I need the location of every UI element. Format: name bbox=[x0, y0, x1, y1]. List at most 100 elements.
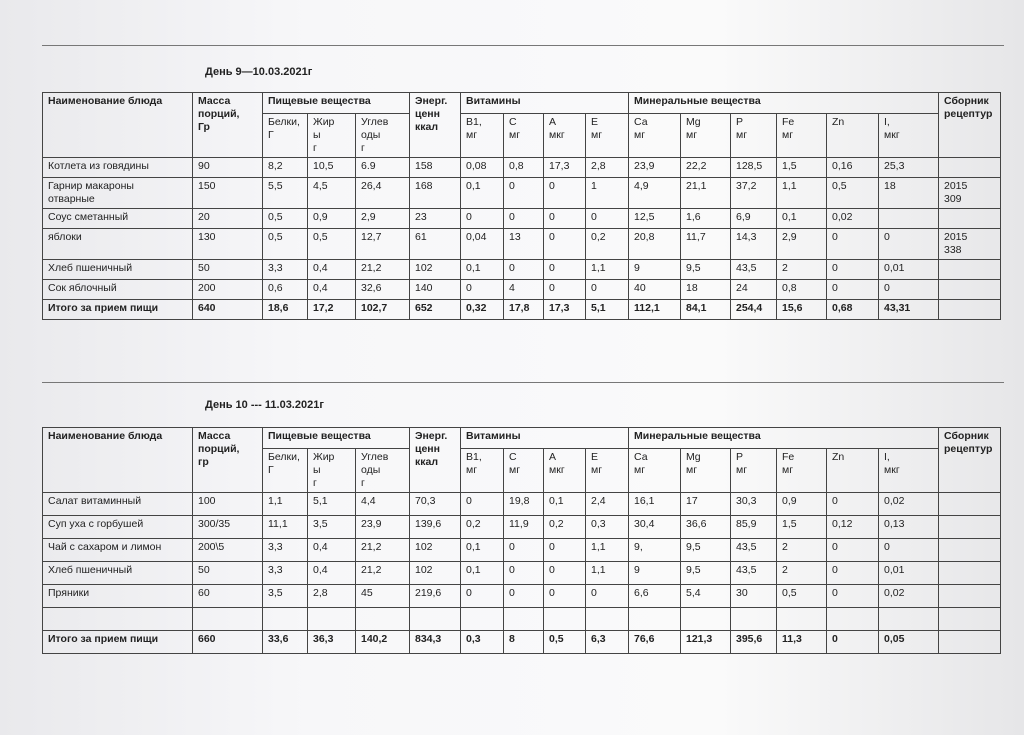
table-cell: Итого за прием пищи bbox=[42, 299, 193, 320]
table-cell: 1,1 bbox=[585, 561, 629, 585]
table-cell: 102,7 bbox=[355, 299, 410, 320]
table-cell: 17 bbox=[680, 492, 731, 516]
table-cell: 121,3 bbox=[680, 630, 731, 654]
subheader-cell: Mg мг bbox=[680, 113, 731, 158]
table-cell: 90 bbox=[192, 157, 263, 178]
section-title: День 9—10.03.2021г bbox=[205, 66, 313, 78]
table-cell: 0,9 bbox=[307, 208, 356, 229]
table-cell: 76,6 bbox=[628, 630, 681, 654]
table-cell: 102 bbox=[409, 561, 461, 585]
table-cell: 0,2 bbox=[585, 228, 629, 260]
table-cell: 0,4 bbox=[307, 259, 356, 280]
table-row: Суп уха с горбушей 300/35 11,1 3,5 23,9 139,6… bbox=[42, 515, 1001, 539]
table-cell: 0,4 bbox=[307, 279, 356, 300]
table-cell: 0 bbox=[503, 177, 544, 209]
table-cell: 1,5 bbox=[776, 157, 827, 178]
table-cell: 0,1 bbox=[460, 259, 504, 280]
table-cell: Гарнир макароны отварные bbox=[42, 177, 193, 209]
table-cell: 6,6 bbox=[628, 584, 681, 608]
table-cell: 26,4 bbox=[355, 177, 410, 209]
table-cell: 200\5 bbox=[192, 538, 263, 562]
table-cell: 652 bbox=[409, 299, 461, 320]
table-cell: 1,1 bbox=[585, 538, 629, 562]
subheader-cell: Са мг bbox=[628, 448, 681, 493]
table-cell: 0,3 bbox=[585, 515, 629, 539]
table-row: Итого за прием пищи 660 33,6 36,3 140,2 834,3… bbox=[42, 630, 1001, 654]
table-cell: 3,3 bbox=[262, 259, 308, 280]
table-cell: 128,5 bbox=[730, 157, 777, 178]
table-cell: 0,1 bbox=[460, 538, 504, 562]
table-cell bbox=[680, 607, 731, 631]
table-cell: 36,3 bbox=[307, 630, 356, 654]
header-group: Минеральные вещества bbox=[628, 427, 939, 449]
table-cell: 3,3 bbox=[262, 538, 308, 562]
table-cell: 0,1 bbox=[543, 492, 586, 516]
table-cell: 0 bbox=[878, 279, 939, 300]
table-cell bbox=[938, 538, 1001, 562]
table-cell: 2,8 bbox=[307, 584, 356, 608]
rule bbox=[42, 382, 1004, 383]
subheader-cell: Mg мг bbox=[680, 448, 731, 493]
table-cell: 0,3 bbox=[460, 630, 504, 654]
header-group: Пищевые вещества bbox=[262, 92, 410, 114]
table-cell: 13 bbox=[503, 228, 544, 260]
header-row: Наименование блюда Масса порций, гр Пищевы… bbox=[42, 427, 1001, 493]
header-cell: Наименование блюда bbox=[42, 92, 193, 158]
table-cell: 0 bbox=[585, 279, 629, 300]
table-cell: 22,2 bbox=[680, 157, 731, 178]
table-cell: 1 bbox=[585, 177, 629, 209]
table-cell: 0,1 bbox=[460, 561, 504, 585]
table-cell: 139,6 bbox=[409, 515, 461, 539]
table-cell: Салат витаминный bbox=[42, 492, 193, 516]
table-cell: 18 bbox=[680, 279, 731, 300]
table-cell: 0,2 bbox=[543, 515, 586, 539]
table-row bbox=[42, 607, 1001, 631]
table-cell: 33,6 bbox=[262, 630, 308, 654]
table-cell: 23,9 bbox=[355, 515, 410, 539]
table-cell: 2,9 bbox=[355, 208, 410, 229]
subheader-cell: Белки, Г bbox=[262, 113, 308, 158]
table-cell: 200 bbox=[192, 279, 263, 300]
table-cell: 4,9 bbox=[628, 177, 681, 209]
table-cell: 9,5 bbox=[680, 561, 731, 585]
section-title: День 10 --- 11.03.2021г bbox=[205, 399, 324, 411]
table-cell: 0 bbox=[826, 538, 879, 562]
subheader-cell: С мг bbox=[503, 448, 544, 493]
table-cell: 5,1 bbox=[585, 299, 629, 320]
table-cell: 130 bbox=[192, 228, 263, 260]
table-cell: Итого за прием пищи bbox=[42, 630, 193, 654]
table-cell: 254,4 bbox=[730, 299, 777, 320]
table-cell: 32,6 bbox=[355, 279, 410, 300]
table-cell: 168 bbox=[409, 177, 461, 209]
table-cell: 0,68 bbox=[826, 299, 879, 320]
nutrition-table: Наименование блюда Масса порций, гр Пищевы… bbox=[42, 427, 1001, 654]
table-cell: 17,3 bbox=[543, 299, 586, 320]
table-cell: 158 bbox=[409, 157, 461, 178]
table-cell: 50 bbox=[192, 259, 263, 280]
table-cell: Хлеб пшеничный bbox=[42, 259, 193, 280]
subheader-cell: А мкг bbox=[543, 448, 586, 493]
table-cell: 0 bbox=[826, 584, 879, 608]
table-cell bbox=[938, 515, 1001, 539]
table-cell bbox=[938, 157, 1001, 178]
table-cell: 0,6 bbox=[262, 279, 308, 300]
subheader-cell: Белки, Г bbox=[262, 448, 308, 493]
table-cell bbox=[262, 607, 308, 631]
rule bbox=[42, 45, 1004, 46]
table-cell bbox=[878, 607, 939, 631]
table-cell: 0,13 bbox=[878, 515, 939, 539]
table-cell: 6,9 bbox=[730, 208, 777, 229]
header-cell: Сборник рецептур bbox=[938, 427, 1001, 493]
table-cell: 17,3 bbox=[543, 157, 586, 178]
table-cell: 21,1 bbox=[680, 177, 731, 209]
table-cell: 11,3 bbox=[776, 630, 827, 654]
table-cell: 4 bbox=[503, 279, 544, 300]
table-cell: 0 bbox=[826, 561, 879, 585]
table-cell: 0 bbox=[543, 208, 586, 229]
table-row: Чай с сахаром и лимон 200\5 3,3 0,4 21,2 102 0… bbox=[42, 538, 1001, 562]
table-cell: 0,4 bbox=[307, 561, 356, 585]
table-cell: 0 bbox=[503, 208, 544, 229]
table-cell: 2 bbox=[776, 561, 827, 585]
header-cell: Масса порций, Гр bbox=[192, 92, 263, 158]
table-cell: 3,3 bbox=[262, 561, 308, 585]
